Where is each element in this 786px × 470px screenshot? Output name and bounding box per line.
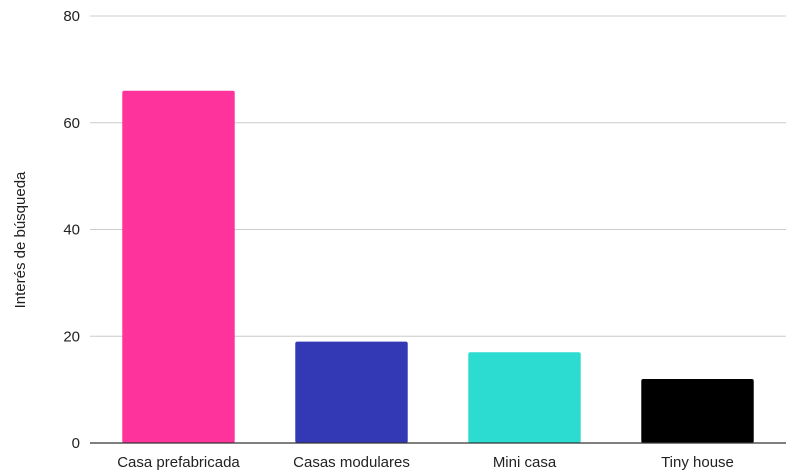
bar-mini-casa	[468, 352, 581, 443]
y-axis-title: Interés de búsqueda	[12, 171, 29, 308]
y-tick-label: 60	[63, 115, 80, 132]
x-tick-label: Mini casa	[493, 454, 557, 470]
bar-casa-prefabricada	[122, 90, 235, 443]
bar-casas-modulares	[295, 341, 408, 443]
bars	[122, 90, 754, 443]
x-tick-label: Casa prefabricada	[117, 454, 240, 470]
bar-tiny-house	[641, 378, 754, 443]
y-axis-ticks: 0 20 40 60 80	[63, 8, 80, 452]
x-axis-labels: Casa prefabricada Casas modulares Mini cas…	[117, 454, 734, 470]
x-tick-label: Casas modulares	[293, 454, 410, 470]
y-tick-label: 40	[63, 222, 80, 239]
y-tick-label: 80	[63, 8, 80, 25]
x-tick-label: Tiny house	[661, 454, 734, 470]
y-tick-label: 20	[63, 328, 80, 345]
y-tick-label: 0	[72, 435, 80, 452]
